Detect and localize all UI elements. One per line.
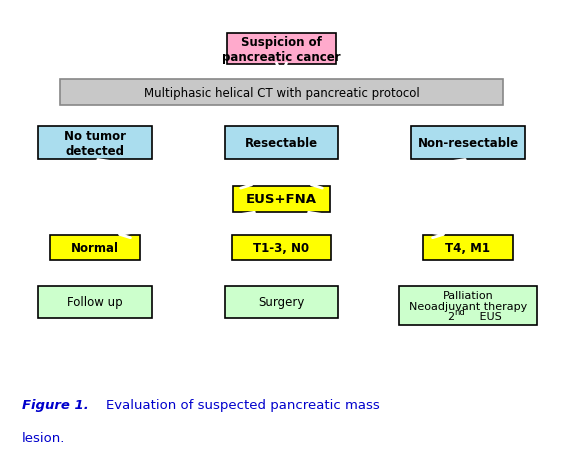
Text: 2: 2 bbox=[448, 311, 454, 321]
FancyBboxPatch shape bbox=[411, 127, 525, 160]
Text: Multiphasic helical CT with pancreatic protocol: Multiphasic helical CT with pancreatic p… bbox=[144, 86, 419, 100]
FancyBboxPatch shape bbox=[233, 187, 330, 213]
Text: T4, M1: T4, M1 bbox=[445, 242, 490, 255]
Text: Figure 1.: Figure 1. bbox=[22, 398, 89, 411]
Text: EUS+FNA: EUS+FNA bbox=[246, 193, 317, 206]
FancyBboxPatch shape bbox=[227, 34, 336, 65]
FancyBboxPatch shape bbox=[399, 286, 537, 326]
FancyBboxPatch shape bbox=[225, 286, 338, 319]
Text: Normal: Normal bbox=[71, 242, 119, 255]
Text: Palliation: Palliation bbox=[443, 291, 493, 301]
Text: Resectable: Resectable bbox=[245, 137, 318, 150]
Text: lesion.: lesion. bbox=[22, 432, 65, 444]
FancyBboxPatch shape bbox=[60, 80, 503, 106]
FancyBboxPatch shape bbox=[231, 236, 332, 260]
Text: Surgery: Surgery bbox=[258, 296, 305, 309]
FancyBboxPatch shape bbox=[423, 236, 512, 260]
Text: Suspicion of
pancreatic cancer: Suspicion of pancreatic cancer bbox=[222, 36, 341, 63]
Text: T1-3, N0: T1-3, N0 bbox=[253, 242, 310, 255]
Text: Follow up: Follow up bbox=[67, 296, 123, 309]
FancyBboxPatch shape bbox=[38, 127, 152, 160]
Text: EUS: EUS bbox=[476, 311, 502, 321]
Text: Neoadjuvant therapy: Neoadjuvant therapy bbox=[409, 301, 527, 311]
FancyBboxPatch shape bbox=[38, 286, 152, 319]
Text: Non-resectable: Non-resectable bbox=[417, 137, 519, 150]
FancyBboxPatch shape bbox=[51, 236, 140, 260]
Text: nd: nd bbox=[454, 307, 465, 316]
FancyBboxPatch shape bbox=[225, 127, 338, 160]
Text: Evaluation of suspected pancreatic mass: Evaluation of suspected pancreatic mass bbox=[106, 398, 379, 411]
Text: No tumor
detected: No tumor detected bbox=[64, 130, 126, 157]
